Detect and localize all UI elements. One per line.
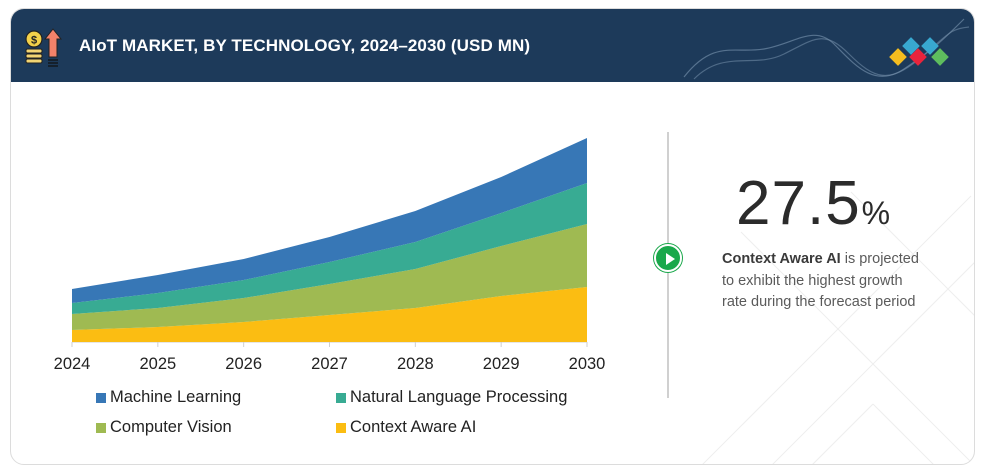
area-series-context-aware-ai bbox=[72, 287, 587, 342]
legend-swatch bbox=[96, 392, 106, 403]
chart-legend: Machine Learning Natural Language Proces… bbox=[96, 388, 616, 448]
legend-swatch bbox=[336, 422, 346, 433]
legend-label: Computer Vision bbox=[110, 418, 232, 436]
legend-label: Natural Language Processing bbox=[350, 388, 568, 406]
legend-label: Machine Learning bbox=[110, 388, 242, 406]
legend-item-natural-language-processing: Natural Language Processing bbox=[336, 388, 567, 407]
area-series-computer-vision bbox=[72, 224, 587, 330]
play-icon bbox=[654, 244, 682, 272]
description-line-3: rate during the forecast period bbox=[722, 294, 916, 310]
growth-rate-number: 27.5 bbox=[736, 169, 861, 238]
area-series-machine-learning bbox=[72, 138, 587, 303]
header-wave-decoration bbox=[683, 18, 970, 80]
legend-label: Context Aware AI bbox=[350, 418, 477, 436]
description-line-2: to exhibit the highest growth bbox=[722, 272, 903, 289]
growth-description: Context Aware AI is projected to exhibit … bbox=[722, 249, 942, 314]
x-tick-label: 2028 bbox=[397, 355, 434, 373]
legend-item-context-aware-ai: Context Aware AI bbox=[336, 418, 476, 437]
legend-item-computer-vision: Computer Vision bbox=[96, 418, 232, 437]
infographic-card: $ AIoT MARKET, BY TECHNOLOGY, 2024–2030 … bbox=[10, 8, 975, 465]
x-tick-label: 2029 bbox=[483, 355, 520, 373]
coins-growth-icon: $ bbox=[25, 28, 63, 67]
description-line-1: is projected bbox=[840, 251, 919, 267]
growth-rate-value: 27.5% bbox=[736, 168, 891, 239]
x-tick-label: 2024 bbox=[54, 355, 91, 373]
area-series-natural-language-processing bbox=[72, 183, 587, 314]
x-tick-label: 2030 bbox=[569, 355, 606, 373]
legend-item-machine-learning: Machine Learning bbox=[96, 388, 241, 407]
legend-swatch bbox=[96, 422, 106, 433]
x-tick-label: 2025 bbox=[139, 355, 176, 373]
svg-text:$: $ bbox=[31, 35, 37, 47]
chart-title: AIoT MARKET, BY TECHNOLOGY, 2024–2030 (U… bbox=[79, 36, 531, 55]
header-bar: $ AIoT MARKET, BY TECHNOLOGY, 2024–2030 … bbox=[11, 9, 974, 82]
legend-swatch bbox=[336, 392, 346, 403]
growth-rate-unit: % bbox=[861, 195, 892, 231]
x-tick-label: 2026 bbox=[225, 355, 262, 373]
x-tick-label: 2027 bbox=[311, 355, 348, 373]
highlight-subject: Context Aware AI bbox=[722, 251, 841, 267]
